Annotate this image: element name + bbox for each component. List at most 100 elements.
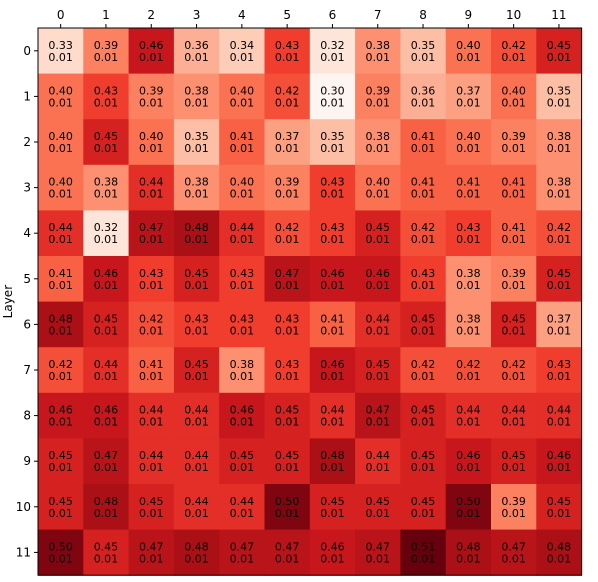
cell-error-label: 0.01 [320, 142, 345, 155]
cell-error-label: 0.01 [139, 142, 164, 155]
heatmap-cell-r7-c0 [38, 347, 84, 394]
cell-value-label: 0.44 [139, 176, 164, 189]
y-tick-label: 9 [23, 454, 31, 468]
y-tick-label: 8 [23, 409, 31, 423]
cell-error-label: 0.01 [456, 51, 481, 64]
cell-value-label: 0.35 [411, 39, 436, 52]
plot-frame [37, 27, 583, 576]
heatmap-cell-r4-c3 [173, 210, 220, 257]
cell-value-label: 0.38 [184, 176, 209, 189]
cell-error-label: 0.01 [275, 507, 300, 520]
cell-error-label: 0.01 [184, 233, 209, 246]
heatmap-cell-r8-c0 [38, 392, 84, 439]
heatmap-cell-r9-c7 [355, 438, 401, 485]
cell-error-label: 0.01 [230, 324, 255, 337]
cell-error-label: 0.01 [501, 370, 526, 383]
cell-error-label: 0.01 [501, 461, 526, 474]
cell-error-label: 0.01 [230, 233, 255, 246]
cell-error-label: 0.01 [456, 370, 481, 383]
cell-error-label: 0.01 [320, 233, 345, 246]
heatmap-cell-r5-c7 [355, 256, 401, 303]
cell-error-label: 0.01 [411, 507, 436, 520]
heatmap-cell-r7-c4 [219, 347, 265, 394]
heatmap-cell-r0-c1 [83, 28, 130, 75]
cell-error-label: 0.01 [547, 233, 572, 246]
x-tick-label: 11 [551, 8, 566, 22]
heatmap-cell-r8-c8 [400, 392, 447, 439]
cell-value-label: 0.39 [366, 84, 391, 97]
heatmap-cell-r1-c11 [536, 73, 583, 120]
cell-value-label: 0.45 [275, 404, 300, 417]
cell-value-label: 0.40 [139, 130, 164, 143]
cell-error-label: 0.01 [547, 142, 572, 155]
cell-error-label: 0.01 [94, 324, 119, 337]
cell-value-label: 0.32 [320, 39, 345, 52]
y-axis-label: Layer [1, 285, 15, 319]
cell-error-label: 0.01 [501, 233, 526, 246]
cell-error-label: 0.01 [275, 96, 300, 109]
cell-value-label: 0.45 [184, 267, 209, 280]
heatmap-cell-r5-c1 [83, 256, 130, 303]
heatmap-cell-r7-c9 [445, 347, 492, 394]
cell-value-label: 0.47 [275, 540, 300, 553]
heatmap-cell-r10-c2 [128, 484, 175, 531]
cell-value-label: 0.35 [320, 130, 345, 143]
heatmap-cell-r4-c8 [400, 210, 447, 257]
heatmap-cell-r5-c10 [491, 256, 537, 303]
heatmap-cell-r5-c4 [219, 256, 265, 303]
cell-error-label: 0.01 [230, 370, 255, 383]
heatmap-cell-r1-c2 [128, 73, 175, 120]
cell-value-label: 0.45 [139, 495, 164, 508]
cell-value-label: 0.39 [501, 130, 526, 143]
y-tick-label: 4 [23, 226, 31, 240]
heatmap-cell-r2-c8 [400, 119, 447, 166]
cell-value-label: 0.46 [366, 267, 391, 280]
cell-error-label: 0.01 [366, 507, 391, 520]
cell-error-label: 0.01 [275, 279, 300, 292]
heatmap-cell-r3-c4 [219, 164, 265, 211]
cell-error-label: 0.01 [501, 324, 526, 337]
heatmap-cell-r11-c10 [491, 529, 537, 576]
heatmap-cell-r11-c4 [219, 529, 265, 576]
cell-value-label: 0.41 [501, 176, 526, 189]
heatmap-cell-r7-c3 [173, 347, 220, 394]
cell-value-label: 0.46 [320, 540, 345, 553]
cell-error-label: 0.01 [456, 507, 481, 520]
cell-value-label: 0.43 [94, 84, 119, 97]
heatmap-cell-r7-c5 [264, 347, 311, 394]
cell-value-label: 0.43 [456, 221, 481, 234]
cell-error-label: 0.01 [275, 416, 300, 429]
cell-value-label: 0.47 [139, 221, 164, 234]
cell-value-label: 0.34 [230, 39, 255, 52]
heatmap-cell-r5-c9 [445, 256, 492, 303]
cell-error-label: 0.01 [275, 188, 300, 201]
cell-error-label: 0.01 [547, 370, 572, 383]
cell-value-label: 0.40 [456, 130, 481, 143]
cell-value-label: 0.38 [366, 130, 391, 143]
cell-error-label: 0.01 [275, 324, 300, 337]
y-tick-label: 3 [23, 181, 31, 195]
cell-value-label: 0.42 [275, 84, 300, 97]
cell-error-label: 0.01 [411, 552, 436, 565]
cell-value-label: 0.43 [275, 312, 300, 325]
cell-value-label: 0.47 [275, 267, 300, 280]
heatmap-cell-r2-c9 [445, 119, 492, 166]
x-tick-label: 2 [147, 8, 155, 22]
heatmap-cell-r6-c1 [83, 301, 130, 348]
cell-error-label: 0.01 [366, 370, 391, 383]
heatmap-cell-r6-c10 [491, 301, 537, 348]
cell-value-label: 0.48 [48, 312, 73, 325]
cell-error-label: 0.01 [184, 51, 209, 64]
cell-error-label: 0.01 [275, 51, 300, 64]
heatmap-cell-r1-c0 [38, 73, 84, 120]
heatmap-cell-r8-c2 [128, 392, 175, 439]
heatmap-cell-r6-c3 [173, 301, 220, 348]
cell-error-label: 0.01 [366, 51, 391, 64]
cell-error-label: 0.01 [366, 324, 391, 337]
cell-value-label: 0.44 [501, 404, 526, 417]
cell-error-label: 0.01 [411, 461, 436, 474]
heatmap-cell-r3-c3 [173, 164, 220, 211]
cell-value-label: 0.45 [94, 312, 119, 325]
cell-error-label: 0.01 [139, 51, 164, 64]
cell-value-label: 0.42 [456, 358, 481, 371]
